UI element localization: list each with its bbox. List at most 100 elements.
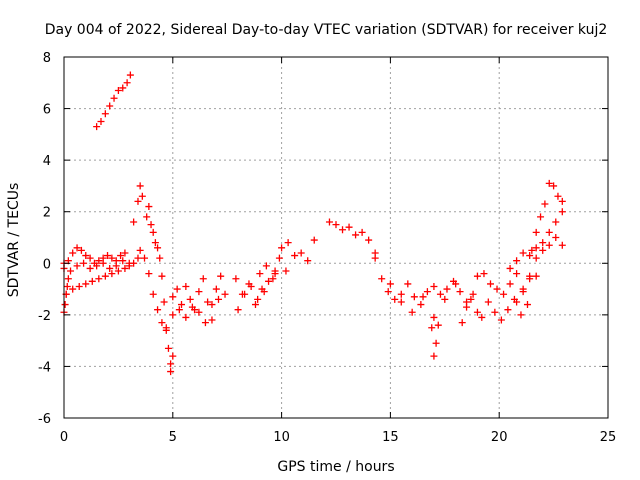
data-point-plus [63,282,71,290]
data-point-plus [397,298,405,306]
data-point-plus [130,218,138,226]
data-point-plus [69,249,77,257]
data-point-plus [114,87,122,95]
data-point-plus [195,288,203,296]
data-point-plus [110,94,118,102]
data-point-plus [271,267,279,275]
data-point-plus [158,319,166,327]
data-point-plus [532,244,540,252]
data-point-plus [456,288,464,296]
data-point-plus [160,298,168,306]
data-point-plus [256,270,264,278]
data-point-plus [95,275,103,283]
data-point-plus [169,293,177,301]
data-point-plus [358,228,366,236]
data-point-plus [204,298,212,306]
data-point-plus [82,280,90,288]
data-point-plus [75,282,83,290]
data-point-plus [164,344,172,352]
y-tick-label: -6 [38,412,51,427]
data-point-plus [513,270,521,278]
x-tick-label: 10 [273,430,290,445]
data-point-plus [141,254,149,262]
data-point-plus [467,295,475,303]
data-point-plus [61,301,69,309]
data-point-plus [154,244,162,252]
series-arc-evening-peak [528,179,566,254]
series-arc-evening-mid [506,234,566,272]
data-point-plus [345,223,353,231]
data-point-plus [523,301,531,309]
data-point-plus [430,313,438,321]
data-point-plus [458,319,466,327]
data-point-plus [291,252,299,260]
data-point-plus [169,352,177,360]
data-point-plus [371,254,379,262]
series-arc-early-flat [60,257,133,275]
data-point-plus [167,368,175,376]
data-point-plus [391,295,399,303]
plot-frame [63,56,609,419]
data-point-plus [195,308,203,316]
data-point-plus [214,295,222,303]
data-point-plus [199,275,207,283]
data-point-plus [86,264,94,272]
data-point-plus [532,228,540,236]
series-arc-afternoon-dip [428,321,442,360]
data-point-plus [149,290,157,298]
data-point-plus [134,254,142,262]
series-arc-morning-low [169,295,222,327]
series-arc-peak-dip [130,182,177,376]
data-point-plus [208,316,216,324]
data-point-plus [519,285,527,293]
data-point-plus [423,288,431,296]
data-point-plus [265,277,273,285]
data-point-plus [297,249,305,257]
data-point-plus [325,218,333,226]
data-point-plus [408,308,416,316]
data-point-plus [428,324,436,332]
data-point-plus [106,102,114,110]
data-point-plus [486,280,494,288]
data-point-plus [251,301,259,309]
data-point-plus [528,246,536,254]
data-point-plus [506,264,514,272]
data-point-plus [262,262,270,270]
data-point-plus [378,275,386,283]
data-point-plus [175,306,183,314]
y-tick-label: -4 [38,360,51,375]
data-point-plus [145,203,153,211]
data-point-plus [101,110,109,118]
data-point-plus [452,280,460,288]
data-point-plus [158,272,166,280]
series-arc-late-morning [232,270,279,309]
data-point-plus [430,352,438,360]
data-point-plus [134,197,142,205]
data-point-plus [519,249,527,257]
data-point-plus [434,321,442,329]
data-point-plus [217,272,225,280]
data-point-plus [463,303,471,311]
data-point-plus [365,236,373,244]
data-point-plus [480,270,488,278]
data-point-plus [432,339,440,347]
series-arc-post-dip [136,246,175,368]
data-point-plus [67,267,75,275]
series-arc-evening-rise [513,208,566,306]
data-point-plus [123,79,131,87]
series-arc-evening-c [484,295,531,324]
y-tick-label: 2 [43,206,51,221]
data-point-plus [108,254,116,262]
data-point-plus [234,306,242,314]
data-point-plus [119,84,127,92]
data-point-plus [126,71,134,79]
data-point-plus [167,360,175,368]
data-point-plus [241,290,249,298]
x-axis-label: GPS time / hours [277,459,394,475]
data-point-plus [545,228,553,236]
data-point-plus [114,267,122,275]
data-point-plus [117,252,125,260]
data-point-plus [173,285,181,293]
data-point-plus [284,239,292,247]
data-point-plus [108,270,116,278]
